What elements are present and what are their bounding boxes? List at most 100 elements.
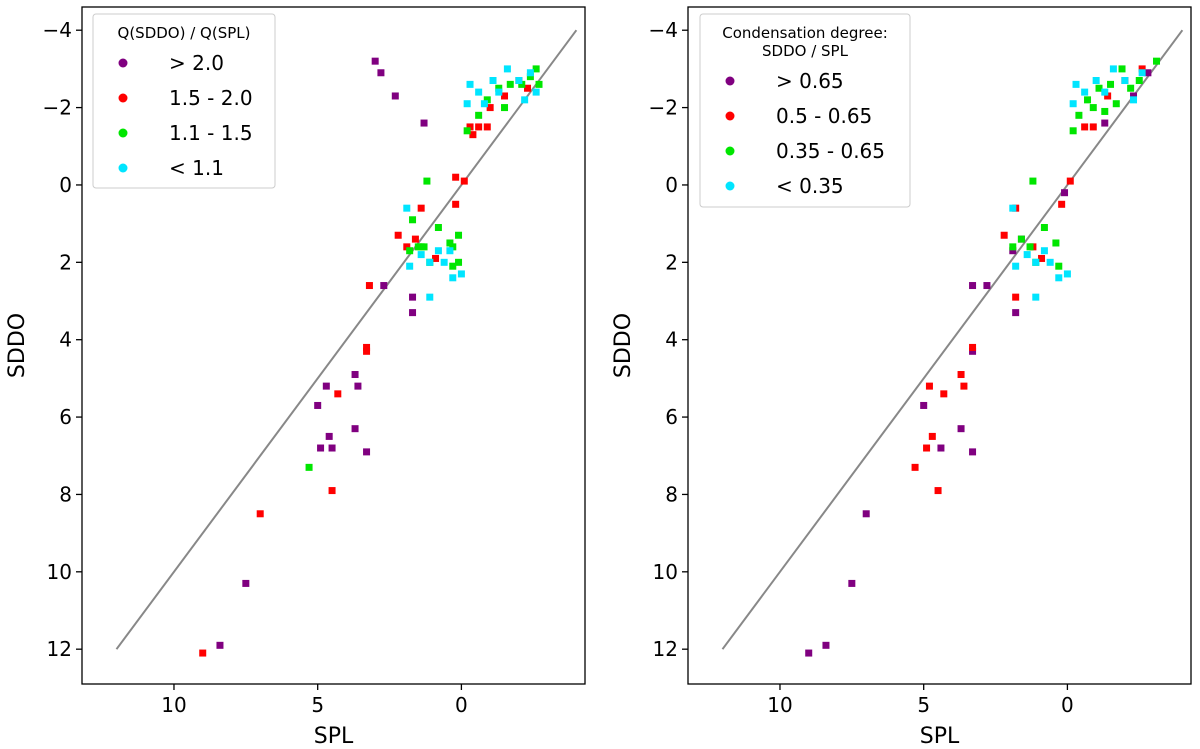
- data-point: [1095, 84, 1103, 92]
- data-point: [1112, 100, 1120, 108]
- data-point: [1058, 200, 1066, 208]
- data-point: [1026, 243, 1034, 251]
- data-point: [532, 65, 540, 73]
- y-tick-label: 10: [47, 560, 72, 584]
- data-point: [434, 224, 442, 232]
- y-tick-label: 2: [59, 250, 72, 274]
- data-point: [480, 100, 488, 108]
- data-point: [1104, 92, 1112, 100]
- data-point: [957, 425, 965, 433]
- data-point: [1130, 92, 1138, 100]
- legend-entry-label: 1.1 - 1.5: [169, 121, 253, 145]
- legend-box: [699, 13, 911, 208]
- data-point: [486, 104, 494, 112]
- legend-entry-label: > 2.0: [169, 51, 224, 75]
- data-point: [1084, 96, 1092, 104]
- data-point: [1089, 104, 1097, 112]
- legend-title: Q(SDDO) / Q(SPL): [118, 24, 251, 42]
- data-point: [1012, 309, 1020, 317]
- legend-title: Condensation degree:: [722, 24, 888, 42]
- x-tick-label: 5: [311, 693, 324, 717]
- data-point: [957, 371, 965, 379]
- legend-entry-label: 0.35 - 0.65: [776, 139, 885, 163]
- data-point: [960, 382, 968, 390]
- data-point: [1009, 247, 1017, 255]
- data-point: [420, 119, 428, 127]
- data-point: [983, 282, 991, 290]
- x-axis-title: SPL: [920, 724, 960, 749]
- data-point: [1072, 80, 1080, 88]
- y-tick-label: 6: [665, 405, 678, 429]
- x-tick-label: 5: [917, 693, 930, 717]
- data-point: [449, 243, 457, 251]
- data-point: [532, 88, 540, 96]
- data-point: [475, 111, 483, 119]
- legend-box: [92, 13, 276, 189]
- data-point: [526, 69, 534, 77]
- data-point: [463, 127, 471, 135]
- data-point: [1118, 65, 1126, 73]
- data-point: [1040, 247, 1048, 255]
- data-point: [256, 510, 264, 518]
- data-point: [1138, 69, 1146, 77]
- data-point: [506, 80, 514, 88]
- y-tick-label: 4: [665, 328, 678, 352]
- data-point: [848, 579, 856, 587]
- data-point: [489, 77, 497, 85]
- data-point: [925, 382, 933, 390]
- data-point: [417, 251, 425, 259]
- y-tick-label: −4: [649, 18, 678, 42]
- data-point: [1055, 262, 1063, 270]
- legend-marker: [725, 111, 735, 121]
- data-point: [483, 96, 491, 104]
- legend-marker: [725, 76, 735, 86]
- data-point: [1029, 177, 1037, 185]
- data-point: [475, 88, 483, 96]
- data-point: [1127, 84, 1135, 92]
- data-point: [1032, 258, 1040, 266]
- data-point: [1144, 69, 1152, 77]
- y-axis-title: SDDO: [5, 313, 30, 378]
- x-tick-label: 0: [455, 693, 468, 717]
- y-tick-label: 2: [665, 250, 678, 274]
- y-tick-label: −2: [649, 96, 678, 120]
- data-point: [406, 247, 414, 255]
- data-point: [363, 347, 371, 355]
- identity-line: [721, 29, 1184, 650]
- y-tick-label: 4: [59, 328, 72, 352]
- data-point: [1046, 258, 1054, 266]
- data-point: [1055, 274, 1063, 282]
- data-point: [503, 65, 511, 73]
- data-point: [466, 123, 474, 131]
- data-point: [409, 293, 417, 301]
- data-point: [1101, 119, 1109, 127]
- data-point: [495, 88, 503, 96]
- legend-entry-label: > 0.65: [776, 69, 844, 93]
- data-point: [314, 401, 322, 409]
- data-point: [501, 92, 509, 100]
- data-point: [1032, 293, 1040, 301]
- data-point: [822, 641, 830, 649]
- y-tick-label: 12: [653, 637, 678, 661]
- data-point: [351, 371, 359, 379]
- data-point: [365, 282, 373, 290]
- legend-marker: [725, 181, 735, 191]
- data-point: [969, 282, 977, 290]
- data-point: [1012, 293, 1020, 301]
- data-point: [417, 204, 425, 212]
- data-point: [923, 444, 931, 452]
- legend-entry-label: 0.5 - 0.65: [776, 104, 872, 128]
- left-scatter-panel: 10 5 0 −4 −2 0 2 4 6 8 10 12 SPL SDDO Q(SDDO) / Q(SPL)…: [5, 6, 586, 749]
- data-point: [928, 432, 936, 440]
- data-point: [411, 235, 419, 243]
- data-point: [463, 100, 471, 108]
- legend-entry-label: < 1.1: [169, 156, 224, 180]
- data-point: [911, 463, 919, 471]
- data-point: [328, 487, 336, 495]
- data-point: [1135, 77, 1143, 85]
- right-scatter-panel: 10 5 0 −4 −2 0 2 4 6 8 10 12 SPL SDDO Condensation deg…: [611, 6, 1192, 749]
- data-point: [452, 200, 460, 208]
- data-point: [322, 382, 330, 390]
- data-point: [518, 80, 526, 88]
- series-group: [911, 65, 1146, 495]
